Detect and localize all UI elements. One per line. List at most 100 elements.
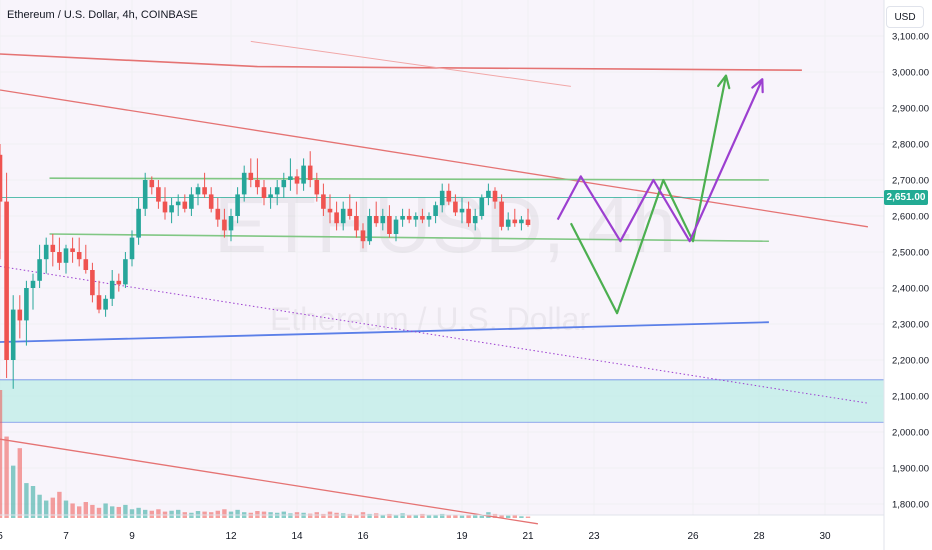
candles <box>0 144 531 389</box>
price-tick-label: 1,900.00 <box>892 464 929 475</box>
candle-body <box>367 216 372 242</box>
price-axis[interactable]: 1,800.00 1,900.00 2,000.00 2,100.00 2,200.00… <box>892 32 929 511</box>
candle-body <box>327 208 333 213</box>
time-tick-label: 7 <box>63 531 69 542</box>
time-axis[interactable]: 5 7 9 12 14 16 19 21 23 26 28 30 <box>0 531 831 542</box>
price-tick-label: 2,600.00 <box>892 212 929 223</box>
time-tick-label: 26 <box>687 531 699 542</box>
candle-body <box>499 201 504 227</box>
candle-body <box>116 280 122 285</box>
support-zone <box>0 379 884 423</box>
volume-bar <box>57 491 62 518</box>
volume-bar <box>103 503 108 518</box>
volume-bar <box>70 503 75 518</box>
volume-bar <box>83 502 88 518</box>
time-tick-label: 30 <box>819 531 831 542</box>
volume-bar <box>387 513 392 518</box>
candle-body <box>354 216 359 231</box>
volume-bar <box>413 515 418 518</box>
candle-body <box>10 309 16 360</box>
volume-bar <box>129 509 135 518</box>
candle-body <box>420 216 425 220</box>
candle-body <box>30 280 36 288</box>
volume-bar <box>37 494 42 518</box>
volume-bar <box>499 515 504 518</box>
candle-body <box>4 201 9 360</box>
volume-bar <box>63 500 69 518</box>
candle-body <box>0 154 3 202</box>
volume-bar <box>136 507 141 518</box>
volume-bar <box>77 506 82 518</box>
volume-bar <box>453 515 458 518</box>
drawings <box>0 40 884 525</box>
candle-body <box>446 190 452 202</box>
price-tick-label: 3,100.00 <box>892 32 929 43</box>
candle-body <box>406 216 412 220</box>
volume-bar <box>446 514 451 518</box>
candle-body <box>215 208 221 220</box>
price-tick-label: 3,000.00 <box>892 68 929 79</box>
volume-bar <box>426 514 432 518</box>
candle-body <box>387 216 392 234</box>
candle-body <box>123 259 128 285</box>
candle-body <box>83 259 89 270</box>
candle-body <box>347 208 353 216</box>
time-tick-label: 28 <box>753 531 765 542</box>
volume-bar <box>380 514 385 518</box>
volume-bar <box>459 515 465 518</box>
currency-button[interactable]: USD <box>886 6 924 28</box>
volume-bar <box>525 516 531 518</box>
time-tick-label: 21 <box>522 531 534 542</box>
volume-bar <box>123 504 128 518</box>
candle-body <box>479 198 485 216</box>
volume-bar <box>374 513 379 518</box>
candle-body <box>182 201 188 209</box>
volume-bar <box>116 506 121 518</box>
candle-body <box>24 288 29 321</box>
candle-body <box>281 180 287 188</box>
candle-body <box>453 201 458 213</box>
price-tick-label: 2,000.00 <box>892 428 929 439</box>
candle-body <box>525 219 531 225</box>
candle-body <box>466 208 471 224</box>
candle-body <box>288 176 293 180</box>
volume-bar <box>321 513 326 518</box>
volume-bar <box>473 515 478 518</box>
candle-body <box>433 205 438 216</box>
candle-body <box>142 180 148 209</box>
volume-bar <box>308 513 313 518</box>
plot-area <box>0 0 884 515</box>
time-tick-label: 5 <box>0 531 3 542</box>
candle-body <box>63 248 69 263</box>
price-tick-label: 2,400.00 <box>892 284 929 295</box>
candle-body <box>90 270 95 296</box>
volume-bar <box>156 509 161 518</box>
time-tick-label: 12 <box>225 531 237 542</box>
candle-body <box>109 280 115 299</box>
watermark-ticker: ETHUSD, 4h <box>214 180 676 269</box>
candle-body <box>175 201 181 206</box>
candle-body <box>472 216 478 224</box>
candle-body <box>169 205 174 213</box>
projections <box>556 74 764 315</box>
candle-body <box>57 252 62 263</box>
volume-bar <box>466 514 471 518</box>
volume-bar <box>433 515 438 518</box>
projection-purple-path-arrowhead <box>751 78 764 94</box>
candle-body <box>512 219 518 224</box>
candle-body <box>486 190 491 198</box>
candle-body <box>228 216 234 231</box>
time-tick-label: 14 <box>291 531 303 542</box>
candle-body <box>156 187 161 202</box>
volume-bar <box>143 509 148 518</box>
candle-body <box>17 309 23 321</box>
time-tick-label: 16 <box>357 531 369 542</box>
projection-green-path <box>569 75 728 315</box>
candle-body <box>314 180 320 195</box>
candle-body <box>321 194 326 209</box>
dotted-trend-line <box>0 265 868 404</box>
candle-body <box>294 176 300 184</box>
candle-body <box>202 187 207 195</box>
candle-body <box>37 259 42 281</box>
